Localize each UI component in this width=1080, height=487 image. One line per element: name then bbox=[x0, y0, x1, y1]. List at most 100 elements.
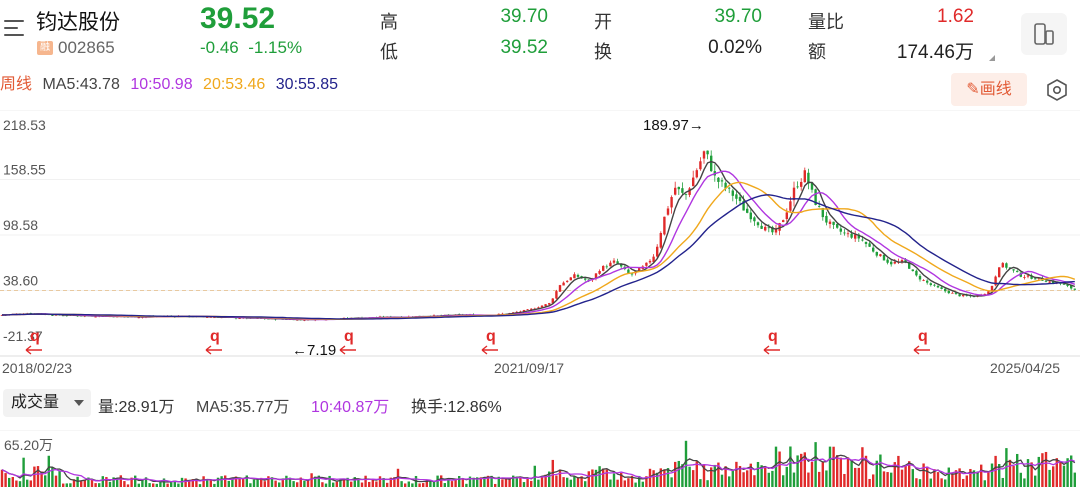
volume-bar bbox=[94, 483, 97, 487]
volume-bar bbox=[688, 466, 691, 487]
candle-body bbox=[911, 269, 914, 272]
volume-bar bbox=[342, 478, 346, 487]
candle-body bbox=[789, 201, 792, 211]
candle-body bbox=[602, 265, 605, 271]
volume-bar bbox=[440, 475, 443, 487]
volume-bar bbox=[245, 475, 248, 487]
volume-bar bbox=[602, 468, 605, 487]
volume-bar bbox=[285, 475, 288, 487]
volume-bar bbox=[249, 483, 252, 487]
volume-bar bbox=[389, 477, 392, 487]
volume-bar bbox=[526, 478, 529, 487]
candle-body bbox=[605, 266, 608, 268]
volume-bar bbox=[1008, 459, 1012, 487]
volume-bar bbox=[789, 446, 792, 487]
y-tick-label: -21.37 bbox=[3, 328, 43, 344]
volume-bar bbox=[695, 461, 698, 487]
volume-bar bbox=[980, 464, 983, 487]
candle-body bbox=[1012, 269, 1015, 271]
menu-icon[interactable] bbox=[4, 17, 26, 39]
volume-bar bbox=[796, 455, 799, 487]
volume-bar bbox=[605, 469, 608, 487]
candle-body bbox=[792, 187, 796, 201]
volume-bar bbox=[638, 475, 641, 487]
volume-bar bbox=[929, 478, 932, 487]
volume-bar bbox=[998, 464, 1001, 487]
candle-body bbox=[573, 274, 576, 279]
candle-body bbox=[814, 189, 817, 205]
volume-bar bbox=[155, 483, 158, 487]
volume-bar bbox=[990, 463, 994, 487]
volume-bar bbox=[105, 477, 108, 487]
volume-bar bbox=[652, 470, 655, 487]
candle-body bbox=[810, 182, 814, 190]
volume-bar bbox=[965, 475, 968, 487]
volume-bar bbox=[188, 481, 191, 487]
volume-bar bbox=[112, 477, 115, 487]
candle-body bbox=[926, 280, 929, 283]
volume-chart[interactable]: 65.20万 bbox=[0, 430, 1080, 487]
settings-button[interactable] bbox=[1044, 77, 1070, 103]
q-event-marker: q bbox=[30, 328, 40, 345]
volume-bar bbox=[393, 477, 396, 487]
volume-bar bbox=[317, 475, 320, 487]
volume-bar bbox=[936, 472, 940, 487]
volume-bar bbox=[202, 476, 205, 487]
volume-bar bbox=[1073, 472, 1076, 487]
period-label[interactable]: 周线 bbox=[0, 76, 33, 93]
volume-bar bbox=[458, 476, 461, 487]
volume-bar bbox=[522, 482, 526, 487]
device-switch-button[interactable] bbox=[1021, 13, 1067, 55]
candle-body bbox=[1005, 263, 1008, 268]
candle-body bbox=[699, 161, 702, 170]
volume-bar bbox=[857, 467, 860, 487]
volume-value: 量:28.91万 bbox=[98, 399, 175, 416]
volume-bar bbox=[69, 483, 72, 487]
volume-bar bbox=[461, 479, 464, 487]
volume-bar bbox=[306, 480, 310, 487]
volume-bar bbox=[648, 468, 652, 487]
candle-body bbox=[918, 275, 922, 280]
candle-body bbox=[674, 187, 677, 195]
volume-bar bbox=[465, 483, 468, 487]
volume-bar bbox=[512, 475, 515, 487]
candle-body bbox=[836, 224, 839, 228]
volume-bar bbox=[933, 469, 936, 487]
volume-bar bbox=[216, 477, 220, 487]
volume-bar bbox=[1066, 458, 1069, 487]
candle-body bbox=[677, 186, 680, 190]
volume-ratio-label: 量比 bbox=[808, 12, 844, 32]
candle-body bbox=[933, 284, 936, 286]
volume-bar bbox=[80, 481, 83, 487]
volume-bar bbox=[1052, 466, 1055, 487]
volume-bar bbox=[335, 481, 338, 487]
volume-bar bbox=[1034, 475, 1037, 487]
volume-bar bbox=[962, 478, 965, 487]
candle-body bbox=[753, 217, 756, 222]
candle-body bbox=[846, 233, 850, 235]
ma30-label: 30:55.85 bbox=[275, 76, 339, 93]
volume-bar bbox=[724, 466, 727, 487]
y-tick-label: 98.58 bbox=[3, 217, 38, 233]
volume-bar bbox=[846, 457, 850, 487]
candle-body bbox=[839, 228, 842, 232]
volume-bar bbox=[44, 475, 47, 487]
volume-bar bbox=[616, 479, 619, 487]
volume-bar bbox=[674, 461, 677, 487]
draw-line-button[interactable]: ✎画线 bbox=[951, 73, 1027, 106]
candle-body bbox=[645, 262, 648, 266]
candle-body bbox=[1044, 281, 1048, 283]
volume-bar bbox=[868, 478, 871, 487]
volume-bar bbox=[641, 481, 644, 487]
volume-ma5: MA5:35.77万 bbox=[196, 399, 290, 416]
volume-bar bbox=[274, 480, 277, 487]
volume-bar bbox=[742, 472, 745, 487]
volume-bar bbox=[515, 476, 518, 487]
candle-body bbox=[663, 216, 666, 235]
volume-bar bbox=[407, 481, 410, 487]
volume-bar bbox=[206, 479, 209, 487]
volume-bar bbox=[173, 480, 176, 487]
indicator-dropdown[interactable]: 成交量 bbox=[3, 389, 91, 417]
candlestick-chart[interactable]: 218.53 158.55 98.58 38.60 -21.37 189.97→ ←7.19… bbox=[0, 110, 1080, 360]
volume-bar bbox=[270, 477, 274, 487]
